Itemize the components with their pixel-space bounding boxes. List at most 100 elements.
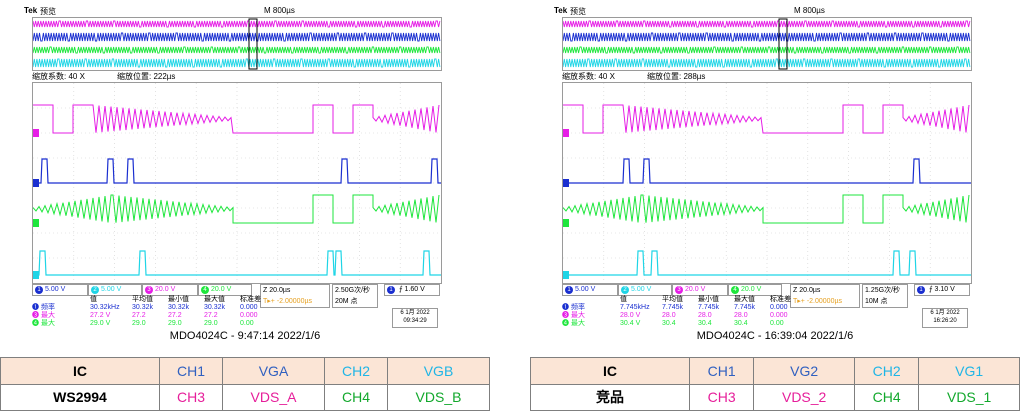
ch3-label: CH3 xyxy=(688,383,755,411)
channel-2-marker xyxy=(563,271,569,279)
overview-trace xyxy=(33,32,441,42)
ch1-trace xyxy=(33,158,441,184)
channel-settings: 1 5.00 V 2 5.00 V 3 20.0 V 4 20.0 V Z 20.0µs… xyxy=(562,284,970,308)
ch1-label: CH1 xyxy=(158,357,224,385)
mode-label: 预览 xyxy=(570,7,586,16)
ch3-scale: 3 20.0 V xyxy=(142,284,198,296)
ch4-label: CH4 xyxy=(853,383,920,411)
overview-waveform-right xyxy=(562,17,972,71)
channel-3-marker xyxy=(33,129,39,137)
overview-trace xyxy=(33,58,441,68)
ch4-scale: 4 20.0 V xyxy=(198,284,252,296)
trigger-box: 1 ⨍ 1.60 V xyxy=(384,284,440,296)
ch1-signal: VG2 xyxy=(753,357,855,385)
ch4-label: CH4 xyxy=(323,383,389,411)
overview-trace xyxy=(33,46,441,54)
ic-header: IC xyxy=(0,357,160,385)
main-waveform-right xyxy=(562,82,972,284)
ch3-signal: VDS_A xyxy=(222,383,325,411)
zoom-info: 缩放系数: 40 X 缩放位置: 222µs xyxy=(32,70,440,82)
trigger-box: 1 ⨍ 3.10 V xyxy=(914,284,970,296)
meas-col-std: 标准差 0.000 0.000 0.00 xyxy=(770,296,791,327)
meas-col-mean: 平均值 7.745k 28.0 30.4 xyxy=(662,296,684,327)
capture-caption: MDO4024C - 16:39:04 2022/1/6 xyxy=(696,330,854,342)
meas-col-label: ❶ 频率 ❸ 最大 ❹ 最大 xyxy=(32,304,55,327)
ic-part: WS2994 xyxy=(0,383,160,411)
measurement-table: 值 30.32kHz 27.2 V 29.0 V ❶ 频率 ❸ 最大 ❹ 最大 … xyxy=(32,296,312,328)
ch2-label: CH2 xyxy=(323,357,389,385)
meas-col-value: 值 7.745kHz 28.0 V 30.4 V xyxy=(620,296,650,327)
ch3-trace xyxy=(33,104,440,134)
zoom-factor: 缩放系数: 40 X xyxy=(32,72,85,81)
measurement-table: ❶ 频率 ❸ 最大 ❹ 最大 值 7.745kHz 28.0 V 30.4 V … xyxy=(562,296,842,328)
zoom-factor: 缩放系数: 40 X xyxy=(562,72,615,81)
ch2-signal: VG1 xyxy=(918,357,1020,385)
ch2-label: CH2 xyxy=(853,357,920,385)
ch1-trace xyxy=(563,158,971,184)
main-waveform-left xyxy=(32,82,442,284)
channel-1-marker xyxy=(33,179,39,187)
mode-label: 预览 xyxy=(40,7,56,16)
ch1-scale: 1 5.00 V xyxy=(562,284,618,296)
zoom-info: 缩放系数: 40 X 缩放位置: 288µs xyxy=(562,70,970,82)
capture-date: 6 1月 2022 16:26:20 xyxy=(922,308,968,328)
overview-trace xyxy=(563,58,971,68)
channel-4-marker xyxy=(563,219,569,227)
ch3-scale: 3 20.0 V xyxy=(672,284,728,296)
overview-trace xyxy=(563,46,971,54)
capture-date: 6 1月 2022 09:34:29 xyxy=(392,308,438,328)
scope-topbar: Tek 预览 M 800µs xyxy=(552,4,980,17)
timebase-box: Z 20.0µs T▸+ -2.00000µs xyxy=(790,284,860,308)
ch2-trace xyxy=(563,250,971,276)
ch1-label: CH1 xyxy=(688,357,755,385)
ch4-signal: VDS_1 xyxy=(918,383,1020,411)
meas-col-std: 标准差 0.000 0.000 0.00 xyxy=(240,296,261,327)
ch3-label: CH3 xyxy=(158,383,224,411)
meas-col-mean: 平均值 30.32k 27.2 29.0 xyxy=(132,296,154,327)
meas-col-min: 最小值 30.32k 27.2 29.0 xyxy=(168,296,190,327)
ch4-trace xyxy=(563,194,970,224)
meas-col-min: 最小值 7.745k 28.0 30.4 xyxy=(698,296,720,327)
ch4-scale: 4 20.0 V xyxy=(728,284,782,296)
ch2-scale: 2 5.00 V xyxy=(618,284,672,296)
meas-col-max: 最大值 7.745k 28.0 30.4 xyxy=(734,296,756,327)
meas-col-value: 值 30.32kHz 27.2 V 29.0 V xyxy=(90,296,120,327)
ch1-signal: VGA xyxy=(222,357,325,385)
ch1-scale: 1 5.00 V xyxy=(32,284,88,296)
channel-settings: 1 5.00 V 2 5.00 V 3 20.0 V 4 20.0 V Z 20.0µs… xyxy=(32,284,440,308)
zoom-position: 缩放位置: 222µs xyxy=(117,72,176,81)
channel-1-marker xyxy=(563,179,569,187)
main-timebase: M 800µs xyxy=(794,6,825,15)
channel-legend-table: IC CH1 VG2 CH2 VG1 竞品 CH3 VDS_2 CH4 VDS_… xyxy=(530,357,1020,411)
timebase-box: Z 20.0µs T▸+ -2.00000µs xyxy=(260,284,330,308)
channel-legend-table: IC CH1 VGA CH2 VGB WS2994 CH3 VDS_A CH4 … xyxy=(0,357,490,411)
main-timebase: M 800µs xyxy=(264,6,295,15)
channel-2-marker xyxy=(33,271,39,279)
ch2-scale: 2 5.00 V xyxy=(88,284,142,296)
ch4-trace xyxy=(33,194,440,224)
scope-topbar: Tek 预览 M 800µs xyxy=(22,4,450,17)
ch3-trace xyxy=(563,104,970,134)
overview-waveform-left xyxy=(32,17,442,71)
samplerate-box: 2.50G次/秒 20M 点 xyxy=(332,284,378,308)
ch2-trace xyxy=(33,250,441,276)
channel-4-marker xyxy=(33,219,39,227)
meas-col-label: ❶ 频率 ❸ 最大 ❹ 最大 xyxy=(562,304,585,327)
ch3-signal: VDS_2 xyxy=(753,383,855,411)
capture-caption: MDO4024C - 9:47:14 2022/1/6 xyxy=(169,330,321,342)
ch2-signal: VGB xyxy=(387,357,490,385)
samplerate-box: 1.25G次/秒 10M 点 xyxy=(862,284,908,308)
ic-part: 竞品 xyxy=(530,383,690,411)
overview-trace xyxy=(563,32,971,42)
overview-trace xyxy=(33,20,441,28)
zoom-position: 缩放位置: 288µs xyxy=(647,72,706,81)
meas-col-max: 最大值 30.32k 27.2 29.0 xyxy=(204,296,226,327)
ch4-signal: VDS_B xyxy=(387,383,490,411)
channel-3-marker xyxy=(563,129,569,137)
tek-logo: Tek xyxy=(24,6,38,15)
ic-header: IC xyxy=(530,357,690,385)
